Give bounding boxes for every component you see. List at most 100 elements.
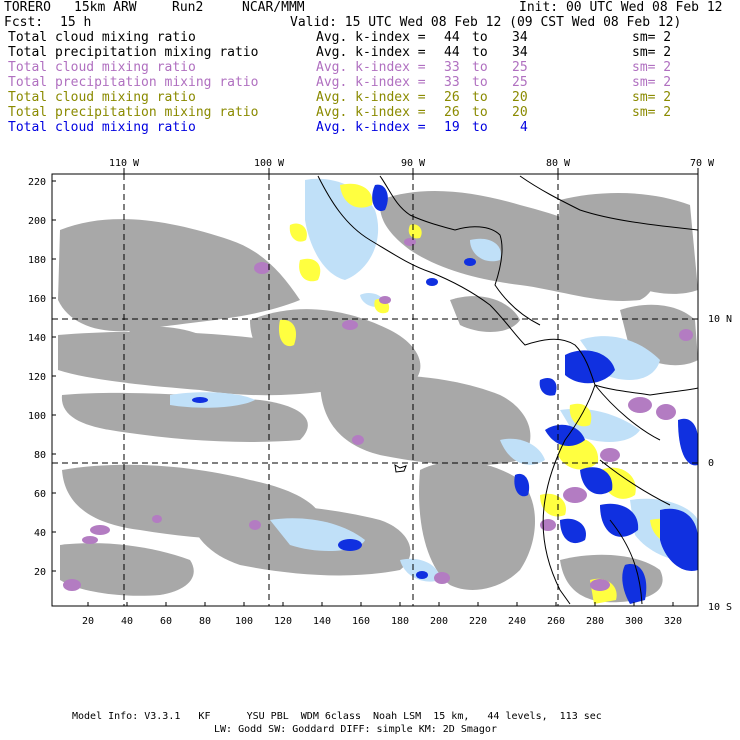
legend-kindex: Avg. k-index = — [316, 75, 426, 90]
precip-fields — [58, 178, 698, 604]
x-tick-label: 280 — [586, 616, 604, 627]
longitude-labels: 110 W 100 W 90 W 80 W 70 W — [109, 158, 715, 169]
legend-from: 19 — [444, 120, 460, 135]
legend-field: Total precipitation mixing ratio — [8, 105, 259, 120]
legend-to: 34 — [512, 45, 528, 60]
y-tick-label: 180 — [28, 255, 46, 266]
y-tick-label: 200 — [28, 216, 46, 227]
legend-to: 25 — [512, 60, 528, 75]
resolution: 15km ARW — [74, 0, 137, 15]
legend-to-word: to — [472, 45, 488, 60]
lat-label: 0 — [708, 458, 714, 469]
legend-smoothing: sm= 2 — [632, 45, 672, 60]
map-frame — [51, 173, 699, 607]
legend-field: Total cloud mixing ratio — [8, 60, 196, 75]
y-tick-label: 120 — [28, 372, 46, 383]
legend-from: 33 — [444, 60, 460, 75]
legend-row: Total precipitation mixing ratio Avg. k-… — [8, 45, 671, 60]
legend-to: 4 — [520, 120, 528, 135]
legend-from: 33 — [444, 75, 460, 90]
organization: NCAR/MMM — [242, 0, 305, 15]
coastlines — [317, 175, 698, 605]
lon-label: 110 W — [109, 158, 140, 169]
y-tick-label: 20 — [34, 567, 46, 578]
x-tick-label: 320 — [664, 616, 682, 627]
legend-from: 26 — [444, 105, 460, 120]
legend-field: Total cloud mixing ratio — [8, 120, 196, 135]
x-tick-label: 220 — [469, 616, 487, 627]
x-tick-label: 100 — [235, 616, 253, 627]
legend-kindex: Avg. k-index = — [316, 30, 426, 45]
legend-from: 44 — [444, 30, 460, 45]
x-tick-label: 140 — [313, 616, 331, 627]
legend-smoothing: sm= 2 — [632, 105, 672, 120]
x-tick-marks — [87, 602, 674, 606]
legend-field: Total cloud mixing ratio — [8, 30, 196, 45]
legend-to: 25 — [512, 75, 528, 90]
legend-field: Total cloud mixing ratio — [8, 90, 196, 105]
lon-tick-marks — [123, 168, 699, 174]
legend-row: Total cloud mixing ratio Avg. k-index = … — [8, 90, 671, 105]
valid-time: Valid: 15 UTC Wed 08 Feb 12 (09 CST Wed … — [290, 15, 682, 30]
x-tick-label: 60 — [160, 616, 172, 627]
model-name: TORERO — [4, 0, 51, 15]
legend-row: Total cloud mixing ratio Avg. k-index = … — [8, 60, 671, 75]
legend-to-word: to — [472, 60, 488, 75]
y-tick-label: 100 — [28, 411, 46, 422]
legend-field: Total precipitation mixing ratio — [8, 45, 259, 60]
legend-from: 44 — [444, 45, 460, 60]
legend-smoothing: sm= 2 — [632, 60, 672, 75]
physics-info-line: LW: Godd SW: Goddard DIFF: simple KM: 2D… — [214, 724, 497, 735]
y-tick-label: 40 — [34, 528, 46, 539]
lat-label: 10 S — [708, 602, 732, 613]
y-tick-label: 220 — [28, 177, 46, 188]
cloud-field-gray — [58, 190, 698, 603]
legend-kindex: Avg. k-index = — [316, 45, 426, 60]
x-tick-label: 180 — [391, 616, 409, 627]
y-tick-marks — [52, 180, 56, 572]
x-tick-label: 260 — [547, 616, 565, 627]
x-tick-label: 300 — [625, 616, 643, 627]
init-time: Init: 00 UTC Wed 08 Feb 12 — [519, 0, 723, 15]
legend-smoothing: sm= 2 — [632, 30, 672, 45]
y-tick-label: 80 — [34, 450, 46, 461]
legend-row: Total precipitation mixing ratio Avg. k-… — [8, 105, 671, 120]
legend-to: 34 — [512, 30, 528, 45]
legend-to: 20 — [512, 90, 528, 105]
x-tick-label: 20 — [82, 616, 94, 627]
legend-field: Total precipitation mixing ratio — [8, 75, 259, 90]
legend-kindex: Avg. k-index = — [316, 105, 426, 120]
legend-row: Total precipitation mixing ratio Avg. k-… — [8, 75, 671, 90]
forecast-label: Fcst: — [4, 15, 44, 30]
x-tick-label: 40 — [121, 616, 133, 627]
model-info-line: Model Info: V3.3.1 KF YSU PBL WDM 6class… — [72, 711, 602, 722]
legend-kindex: Avg. k-index = — [316, 90, 426, 105]
legend-to-word: to — [472, 90, 488, 105]
x-index-labels: 20 40 60 80 100 120 140 160 180 200 220 … — [82, 616, 682, 627]
legend-row: Total cloud mixing ratio Avg. k-index = … — [8, 30, 671, 45]
x-tick-label: 120 — [274, 616, 292, 627]
cloud-field-purple — [63, 238, 693, 591]
y-tick-label: 160 — [28, 294, 46, 305]
x-tick-label: 240 — [508, 616, 526, 627]
legend-smoothing: sm= 2 — [632, 90, 672, 105]
cloud-field-blue — [192, 184, 698, 604]
x-tick-label: 200 — [430, 616, 448, 627]
legend-to-word: to — [472, 120, 488, 135]
lon-label: 70 W — [690, 158, 715, 169]
x-tick-label: 160 — [352, 616, 370, 627]
y-tick-label: 60 — [34, 489, 46, 500]
lat-label: 10 N — [708, 314, 732, 325]
legend-smoothing: sm= 2 — [632, 75, 672, 90]
legend-to-word: to — [472, 30, 488, 45]
run-label: Run2 — [172, 0, 204, 15]
legend-kindex: Avg. k-index = — [316, 120, 426, 135]
legend-to: 20 — [512, 105, 528, 120]
lon-label: 80 W — [546, 158, 571, 169]
lon-label: 100 W — [254, 158, 285, 169]
legend-to-word: to — [472, 105, 488, 120]
latitude-labels: 10 N 0 10 S — [708, 314, 732, 613]
latlon-grid — [52, 174, 698, 606]
legend-kindex: Avg. k-index = — [316, 60, 426, 75]
